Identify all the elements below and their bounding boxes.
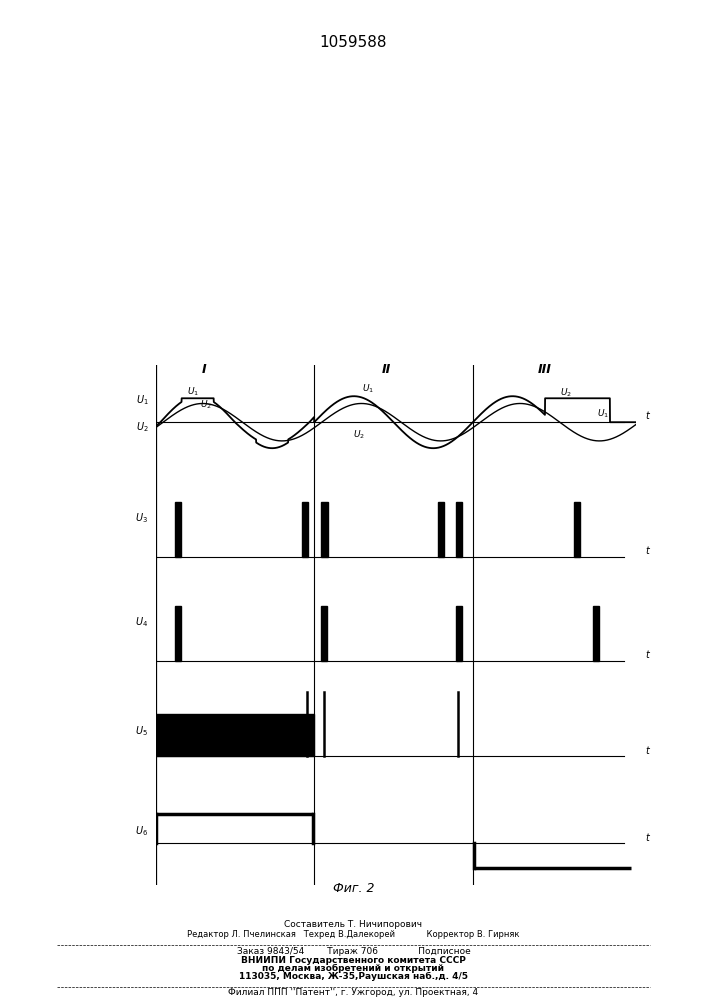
Text: Составитель Т. Ничипорович: Составитель Т. Ничипорович	[284, 920, 423, 929]
Bar	[175, 606, 180, 661]
Text: III: III	[538, 363, 552, 376]
Text: $U_3$: $U_3$	[136, 511, 148, 525]
Bar	[456, 502, 462, 557]
Text: $U_1$: $U_1$	[362, 383, 374, 395]
Text: $t$: $t$	[645, 744, 651, 756]
Text: $U_2$: $U_2$	[353, 429, 365, 441]
Bar	[574, 502, 580, 557]
Bar	[156, 714, 314, 756]
Text: II: II	[382, 363, 391, 376]
Text: $U_4$: $U_4$	[135, 615, 148, 629]
Bar	[175, 502, 181, 557]
Text: 1059588: 1059588	[320, 35, 387, 50]
Text: $U_2$: $U_2$	[200, 398, 212, 411]
Bar	[322, 502, 327, 557]
Text: I: I	[201, 363, 206, 376]
Bar	[456, 606, 462, 661]
Text: Заказ 9843/54        Тираж 706              Подписное: Заказ 9843/54 Тираж 706 Подписное	[237, 947, 470, 956]
Text: $U_2$: $U_2$	[561, 387, 573, 399]
Text: $t$: $t$	[645, 409, 651, 421]
Text: ВНИИПИ Государственного комитета СССР: ВНИИПИ Государственного комитета СССР	[241, 956, 466, 965]
Text: $U_5$: $U_5$	[136, 725, 148, 738]
Bar	[593, 606, 599, 661]
Text: $U_2$: $U_2$	[136, 420, 148, 434]
Text: $U_1$: $U_1$	[136, 393, 148, 407]
Text: по делам изобретений и открытий: по делам изобретений и открытий	[262, 964, 445, 973]
Text: Филиал ППП ''Патент'', г. Ужгород, ул. Проектная, 4: Филиал ППП ''Патент'', г. Ужгород, ул. П…	[228, 988, 479, 997]
Text: $U_6$: $U_6$	[135, 824, 148, 838]
Bar	[302, 502, 308, 557]
Text: $t$: $t$	[645, 831, 651, 843]
Text: $U_1$: $U_1$	[597, 407, 609, 420]
Text: 113035, Москва, Ж-35,Раушская наб.,д. 4/5: 113035, Москва, Ж-35,Раушская наб.,д. 4/…	[239, 972, 468, 981]
Text: $t$: $t$	[645, 544, 651, 556]
Text: $t$: $t$	[645, 648, 651, 660]
Bar	[322, 606, 327, 661]
Text: Редактор Л. Пчелинская   Техред В.Далекорей            Корректор В. Гирняк: Редактор Л. Пчелинская Техред В.Далекоре…	[187, 930, 520, 939]
Text: $U_1$: $U_1$	[187, 385, 199, 398]
Text: Фиг. 2: Фиг. 2	[333, 882, 374, 895]
Bar	[438, 502, 445, 557]
